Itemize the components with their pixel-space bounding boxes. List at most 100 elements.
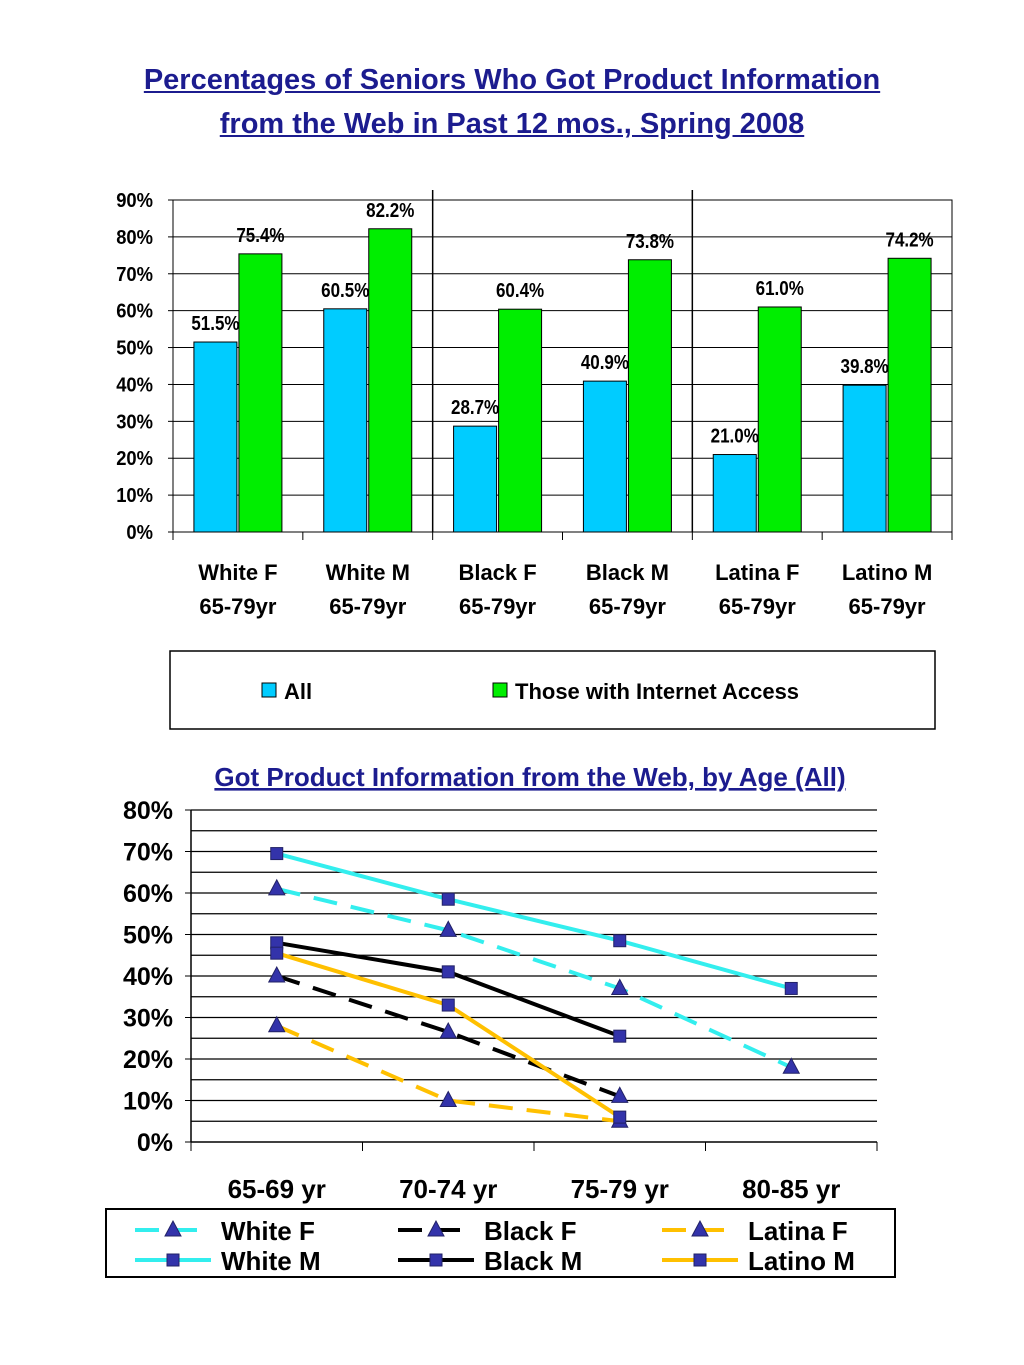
category-label: 65-79yr: [199, 594, 277, 619]
series-line: [276, 851, 792, 991]
y-tick-label: 10%: [116, 485, 153, 507]
data-label: 60.5%: [321, 279, 369, 302]
data-label: 40.9%: [581, 351, 629, 374]
legend-marker: [693, 1253, 707, 1267]
series-line: [276, 974, 621, 1099]
category-label: Black F: [458, 560, 536, 585]
data-point: [613, 1110, 627, 1124]
category-label: Black M: [586, 560, 669, 585]
data-point: [613, 934, 627, 948]
data-label: 51.5%: [191, 312, 239, 335]
page-title: Percentages of Seniors Who Got Product I…: [0, 58, 1024, 146]
bar: [627, 259, 672, 533]
y-tick-label: 70%: [123, 839, 173, 867]
data-label: 60.4%: [496, 279, 544, 302]
legend-marker: [691, 1219, 709, 1237]
bar: [712, 454, 757, 533]
chart-title: Got Product Information from the Web, by…: [214, 762, 845, 792]
data-point: [613, 1029, 627, 1043]
y-tick-label: 40%: [116, 375, 153, 397]
legend-marker: [427, 1219, 445, 1237]
data-point: [270, 946, 284, 960]
category-label: Latino M: [842, 560, 932, 585]
legend-label: White M: [221, 1246, 321, 1276]
legend: [105, 1208, 896, 1278]
bar: [842, 384, 887, 533]
x-tick-label: 75-79 yr: [571, 1174, 669, 1204]
title-line-1: Percentages of Seniors Who Got Product I…: [143, 64, 881, 96]
legend-label: Latina F: [748, 1216, 848, 1246]
legend-marker: [429, 1253, 443, 1267]
data-point: [610, 978, 629, 995]
bar: [757, 306, 802, 533]
data-point: [441, 892, 455, 906]
y-tick-label: 90%: [116, 190, 153, 212]
category-label: White F: [198, 560, 277, 585]
legend-label: Black M: [484, 1246, 582, 1276]
legend-label: White F: [221, 1216, 315, 1246]
data-point: [441, 998, 455, 1012]
legend-swatch: [261, 682, 277, 698]
y-tick-label: 70%: [116, 264, 153, 286]
data-label: 74.2%: [885, 228, 933, 251]
legend-marker: [166, 1253, 180, 1267]
data-point: [270, 847, 284, 861]
data-point: [784, 981, 798, 995]
bar: [887, 257, 932, 533]
x-tick-label: 80-85 yr: [742, 1174, 840, 1204]
data-point: [441, 965, 455, 979]
category-label: White M: [326, 560, 410, 585]
y-tick-label: 50%: [116, 338, 153, 360]
category-label: 65-79yr: [459, 594, 537, 619]
bar: [453, 425, 498, 533]
bar: [368, 228, 413, 533]
bar: [238, 253, 283, 533]
y-tick-label: 60%: [116, 301, 153, 323]
data-label: 21.0%: [711, 424, 759, 447]
bar: [193, 341, 238, 533]
x-tick-label: 65-69 yr: [228, 1174, 326, 1204]
data-label: 82.2%: [366, 198, 414, 221]
data-point: [439, 1021, 458, 1039]
y-tick-label: 20%: [116, 449, 153, 471]
data-point: [267, 878, 286, 896]
y-tick-label: 0%: [137, 1129, 173, 1157]
y-tick-label: 40%: [123, 963, 173, 991]
y-tick-label: 60%: [123, 880, 173, 908]
data-point: [267, 1015, 286, 1033]
title-line-2: from the Web in Past 12 mos., Spring 200…: [219, 108, 805, 140]
data-point: [782, 1057, 801, 1074]
legend-label: Black F: [484, 1216, 577, 1246]
category-label: 65-79yr: [719, 594, 797, 619]
data-label: 39.8%: [840, 355, 888, 378]
y-tick-label: 10%: [123, 1088, 173, 1116]
bar: [582, 380, 627, 533]
y-tick-label: 30%: [123, 1005, 173, 1033]
bar: [323, 308, 368, 533]
legend-label: Those with Internet Access: [515, 679, 799, 704]
legend-swatch: [492, 682, 508, 698]
data-label: 28.7%: [451, 396, 499, 419]
legend: [169, 650, 936, 730]
legend-marker: [164, 1219, 182, 1237]
data-point: [439, 920, 458, 937]
y-tick-label: 20%: [123, 1046, 173, 1074]
y-tick-label: 0%: [126, 522, 153, 544]
data-label: 75.4%: [236, 224, 284, 247]
data-label: 61.0%: [756, 277, 804, 300]
data-point: [610, 1086, 629, 1103]
y-tick-label: 50%: [123, 922, 173, 950]
category-label: Latina F: [715, 560, 799, 585]
y-tick-label: 30%: [116, 412, 153, 434]
data-point: [267, 965, 286, 983]
legend-label: Latino M: [748, 1246, 855, 1276]
legend-label: All: [284, 679, 312, 704]
category-label: 65-79yr: [329, 594, 407, 619]
category-label: 65-79yr: [589, 594, 667, 619]
data-label: 73.8%: [626, 229, 674, 252]
y-tick-label: 80%: [116, 227, 153, 249]
bar: [498, 308, 543, 533]
series-line: [276, 886, 793, 1070]
category-label: 65-79yr: [849, 594, 927, 619]
